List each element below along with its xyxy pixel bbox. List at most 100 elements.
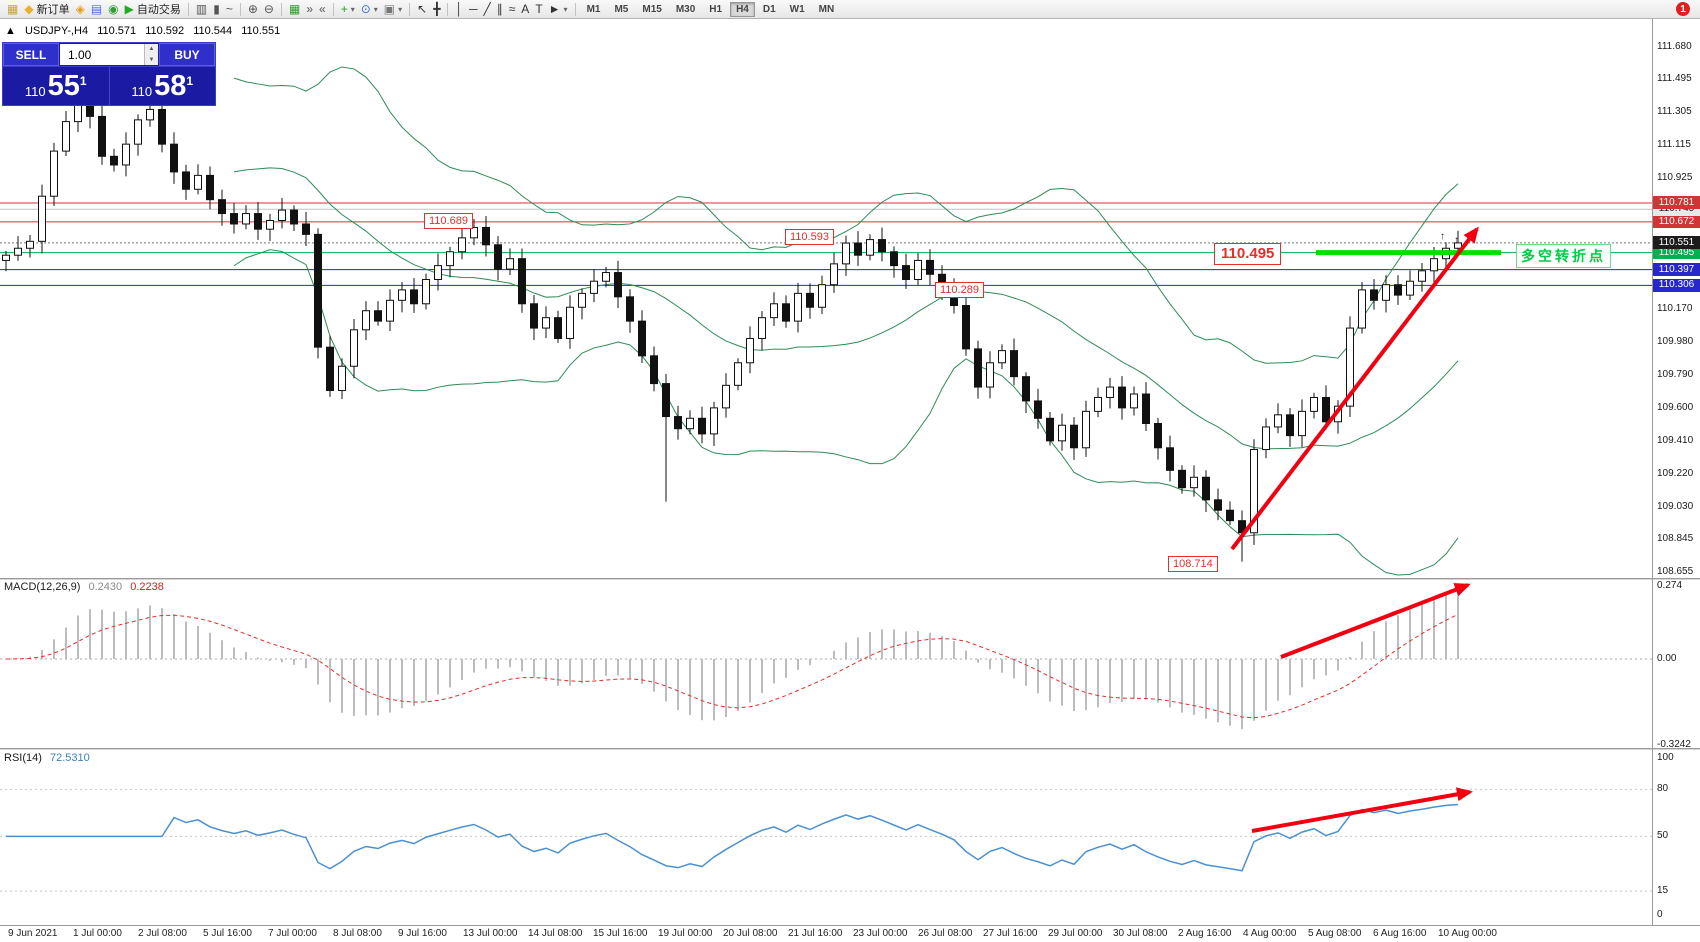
timeframe-w1-button[interactable]: W1 — [789, 3, 805, 15]
new-order-button[interactable]: ◆ 新订单 — [21, 1, 72, 18]
timeframe-d1-button[interactable]: D1 — [762, 3, 776, 15]
zoom-in-icon: ⊕ — [247, 2, 258, 16]
price-tag-110.781: 110.781 — [1653, 196, 1700, 210]
autotrade-button[interactable]: ▶ 自动交易 — [122, 1, 184, 18]
text-tool-button[interactable]: A — [518, 1, 532, 18]
arrows-tool-button[interactable]: ► ▾ — [546, 1, 571, 18]
time-axis-label: 6 Aug 16:00 — [1373, 928, 1427, 939]
period-select-button[interactable]: ⊙ ▾ — [358, 1, 381, 18]
time-axis-label: 2 Aug 16:00 — [1178, 928, 1232, 939]
banknote-button[interactable]: ▤ — [88, 1, 105, 18]
timeframe-m15-button[interactable]: M15 — [642, 3, 662, 15]
trend-arrow-main[interactable] — [1230, 226, 1479, 551]
sell-quote[interactable]: 110 55 1 — [3, 67, 109, 105]
price-axis-tick: 111.680 — [1657, 41, 1692, 52]
text-label-tool-icon: T — [535, 2, 543, 16]
new-chart-button[interactable]: ▦ — [4, 1, 21, 18]
notification-badge[interactable]: 1 — [1676, 2, 1690, 16]
tile-windows-icon: ▦ — [288, 2, 301, 16]
fibonacci-tool-button[interactable]: ≈ — [506, 1, 519, 18]
timeframe-m5-button[interactable]: M5 — [614, 3, 629, 15]
toolbar-separator — [332, 2, 334, 16]
line-chart-mode-button[interactable]: ~ — [223, 1, 236, 18]
buy-quote-pip: 1 — [186, 74, 194, 88]
chart-title: ▲ USDJPY-,H4 110.571 110.592 110.544 110… — [5, 25, 286, 37]
time-axis-label: 29 Jul 00:00 — [1048, 928, 1103, 939]
time-axis-label: 10 Aug 00:00 — [1438, 928, 1497, 939]
auto-scroll-button[interactable]: » — [303, 1, 316, 18]
price-scale-divider — [1652, 19, 1653, 925]
toolbar-separator — [409, 2, 411, 16]
timeframe-m1-button[interactable]: M1 — [586, 3, 601, 15]
cursor-icon: ↖ — [417, 2, 428, 16]
volume-up-icon[interactable]: ▲ — [145, 44, 158, 55]
trend-arrow-macd[interactable] — [1280, 583, 1471, 659]
horizontal-line-tool-button[interactable]: ─ — [466, 1, 481, 18]
dropdown-arrow-icon: ▾ — [398, 4, 403, 14]
chart-shift-button[interactable]: « — [316, 1, 329, 18]
cursor-button[interactable]: ↖ — [414, 1, 430, 18]
time-axis-label: 5 Aug 08:00 — [1308, 928, 1362, 939]
buy-quote-big: 58 — [154, 69, 187, 102]
time-axis-label: 21 Jul 16:00 — [788, 928, 843, 939]
time-axis-label: 13 Jul 00:00 — [463, 928, 518, 939]
template-button[interactable]: ▣ ▾ — [381, 1, 405, 18]
macd-axis-tick: -0.3242 — [1657, 739, 1691, 751]
toolbar-separator — [239, 2, 241, 16]
dropdown-arrow-icon: ▾ — [373, 4, 378, 14]
buy-button[interactable]: BUY — [159, 43, 215, 66]
rsi-label: RSI(14) 72.5310 — [4, 752, 95, 764]
compass-button[interactable]: ◈ — [73, 1, 88, 18]
volume-value[interactable]: 1.00 — [68, 47, 92, 62]
time-axis-label: 7 Jul 00:00 — [268, 928, 317, 939]
fibonacci-tool-icon: ≈ — [508, 2, 516, 16]
macd-label: MACD(12,26,9) 0.2430 0.2238 — [4, 581, 169, 593]
sell-button[interactable]: SELL — [3, 43, 59, 66]
volume-down-icon[interactable]: ▼ — [145, 54, 158, 65]
time-axis-label: 19 Jul 00:00 — [658, 928, 713, 939]
banknote-icon: ▤ — [90, 2, 103, 16]
equidistant-channel-tool-button[interactable]: ∥ — [494, 1, 506, 18]
time-axis-label: 8 Jul 08:00 — [333, 928, 382, 939]
buy-arrow-icon: ↑ — [1454, 235, 1459, 246]
timeframe-mn-button[interactable]: MN — [818, 3, 835, 15]
main-toolbar: ▦ ◆ 新订单 ◈ ▤ ◉ ▶ 自动交易 ▥ ▮ ~ ⊕ ⊖ ▦» «+ ▾ ⊙ ▾ ▣ ▾ ↖ ╋ │ ─ ╱ ∥ ≈ A T ► ▾ M1… — [0, 0, 1700, 19]
candle-chart-mode-button[interactable]: ▮ — [210, 1, 223, 18]
macd-signal-line — [5, 613, 1459, 719]
macd-panel-divider[interactable] — [0, 578, 1700, 580]
buy-quote[interactable]: 110 58 1 — [108, 67, 216, 105]
coins-icon: ◉ — [108, 2, 119, 16]
trend-arrow-rsi[interactable] — [1251, 787, 1473, 833]
rsi-layer — [0, 788, 1652, 892]
zoom-out-button[interactable]: ⊖ — [261, 1, 277, 18]
rsi-panel-divider[interactable] — [0, 748, 1700, 750]
arrows-tool-icon: ► — [548, 2, 561, 16]
collapse-arrow-icon[interactable]: ▲ — [5, 25, 16, 37]
zoom-in-button[interactable]: ⊕ — [245, 1, 261, 18]
text-label-tool-button[interactable]: T — [532, 1, 545, 18]
bar-chart-mode-icon: ▥ — [195, 2, 208, 16]
price-axis-tick: 110.925 — [1657, 171, 1693, 183]
rsi-axis-tick: 80 — [1657, 783, 1669, 795]
volume-stepper[interactable]: 1.00 ▲ ▼ — [60, 44, 158, 65]
price-axis-tick: 109.030 — [1657, 500, 1694, 512]
trendline-tool-button[interactable]: ╱ — [480, 1, 493, 18]
timeframe-h1-button[interactable]: H1 — [709, 3, 723, 15]
add-indicator-button[interactable]: + ▾ — [338, 1, 358, 18]
crosshair-button[interactable]: ╋ — [430, 1, 443, 18]
tile-windows-button[interactable]: ▦ — [286, 1, 303, 18]
macd-layer — [0, 590, 1652, 730]
vertical-line-tool-button[interactable]: │ — [452, 1, 466, 18]
dropdown-arrow-icon: ▾ — [563, 4, 568, 14]
bar-chart-mode-button[interactable]: ▥ — [193, 1, 210, 18]
buy-arrow-icon: ↑ — [1440, 231, 1445, 242]
time-axis-label: 20 Jul 08:00 — [723, 928, 778, 939]
candles-layer — [2, 85, 1462, 562]
timeframe-m30-button[interactable]: M30 — [675, 3, 696, 15]
coins-button[interactable]: ◉ — [105, 1, 121, 18]
price-tag-110.495: 110.495 — [1653, 246, 1700, 260]
dropdown-arrow-icon: ▾ — [350, 4, 355, 14]
macd-axis-tick: 0.00 — [1657, 653, 1677, 664]
period-select-icon: ⊙ — [360, 2, 371, 16]
timeframe-h4-button[interactable]: H4 — [730, 1, 755, 17]
